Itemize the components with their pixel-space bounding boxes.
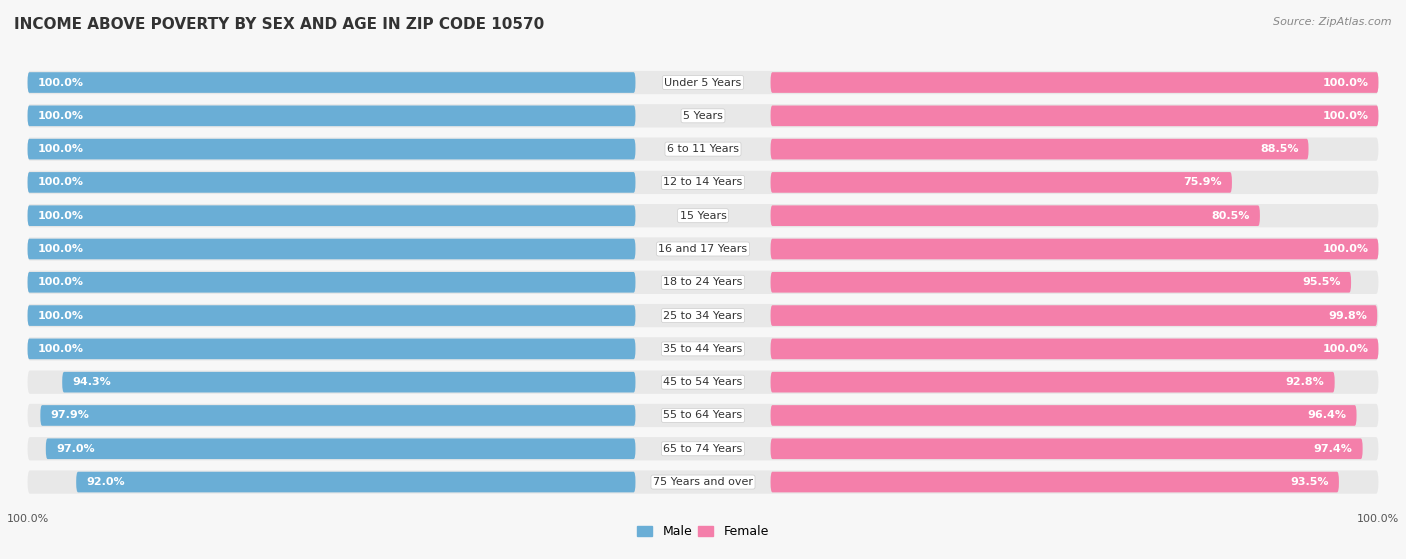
- Text: 18 to 24 Years: 18 to 24 Years: [664, 277, 742, 287]
- FancyBboxPatch shape: [770, 438, 1362, 459]
- Legend: Male, Female: Male, Female: [633, 520, 773, 543]
- FancyBboxPatch shape: [28, 71, 1378, 94]
- FancyBboxPatch shape: [28, 138, 1378, 161]
- FancyBboxPatch shape: [770, 339, 1378, 359]
- FancyBboxPatch shape: [28, 238, 1378, 260]
- Text: 100.0%: 100.0%: [38, 211, 84, 221]
- FancyBboxPatch shape: [28, 106, 636, 126]
- FancyBboxPatch shape: [28, 205, 636, 226]
- Text: 35 to 44 Years: 35 to 44 Years: [664, 344, 742, 354]
- FancyBboxPatch shape: [28, 339, 636, 359]
- Text: 100.0%: 100.0%: [38, 277, 84, 287]
- Text: 100.0%: 100.0%: [1322, 78, 1368, 88]
- Text: 55 to 64 Years: 55 to 64 Years: [664, 410, 742, 420]
- FancyBboxPatch shape: [28, 305, 636, 326]
- FancyBboxPatch shape: [28, 371, 1378, 394]
- FancyBboxPatch shape: [770, 205, 1260, 226]
- FancyBboxPatch shape: [770, 405, 1357, 426]
- Text: 100.0%: 100.0%: [38, 144, 84, 154]
- FancyBboxPatch shape: [28, 204, 1378, 228]
- Text: 92.0%: 92.0%: [86, 477, 125, 487]
- Text: 100.0%: 100.0%: [38, 111, 84, 121]
- Text: 15 Years: 15 Years: [679, 211, 727, 221]
- Text: 92.8%: 92.8%: [1285, 377, 1324, 387]
- Text: 97.9%: 97.9%: [51, 410, 90, 420]
- Text: 6 to 11 Years: 6 to 11 Years: [666, 144, 740, 154]
- FancyBboxPatch shape: [28, 104, 1378, 127]
- Text: 96.4%: 96.4%: [1308, 410, 1347, 420]
- FancyBboxPatch shape: [28, 437, 1378, 461]
- FancyBboxPatch shape: [28, 337, 1378, 361]
- Text: 100.0%: 100.0%: [1322, 244, 1368, 254]
- Text: 5 Years: 5 Years: [683, 111, 723, 121]
- Text: Source: ZipAtlas.com: Source: ZipAtlas.com: [1274, 17, 1392, 27]
- FancyBboxPatch shape: [770, 239, 1378, 259]
- Text: 97.0%: 97.0%: [56, 444, 94, 454]
- FancyBboxPatch shape: [46, 438, 636, 459]
- Text: 100.0%: 100.0%: [1322, 111, 1368, 121]
- FancyBboxPatch shape: [770, 372, 1334, 392]
- FancyBboxPatch shape: [28, 172, 636, 193]
- FancyBboxPatch shape: [28, 404, 1378, 427]
- Text: 93.5%: 93.5%: [1291, 477, 1329, 487]
- Text: 80.5%: 80.5%: [1212, 211, 1250, 221]
- Text: 75.9%: 75.9%: [1184, 177, 1222, 187]
- FancyBboxPatch shape: [76, 472, 636, 492]
- Text: 100.0%: 100.0%: [38, 344, 84, 354]
- Text: 95.5%: 95.5%: [1302, 277, 1341, 287]
- FancyBboxPatch shape: [770, 72, 1378, 93]
- Text: 65 to 74 Years: 65 to 74 Years: [664, 444, 742, 454]
- Text: 97.4%: 97.4%: [1313, 444, 1353, 454]
- Text: 88.5%: 88.5%: [1260, 144, 1298, 154]
- Text: 100.0%: 100.0%: [38, 311, 84, 321]
- FancyBboxPatch shape: [28, 170, 1378, 194]
- Text: 25 to 34 Years: 25 to 34 Years: [664, 311, 742, 321]
- Text: 12 to 14 Years: 12 to 14 Years: [664, 177, 742, 187]
- FancyBboxPatch shape: [770, 172, 1232, 193]
- Text: 99.8%: 99.8%: [1329, 311, 1367, 321]
- FancyBboxPatch shape: [28, 471, 1378, 494]
- FancyBboxPatch shape: [770, 472, 1339, 492]
- FancyBboxPatch shape: [28, 271, 1378, 294]
- Text: Under 5 Years: Under 5 Years: [665, 78, 741, 88]
- FancyBboxPatch shape: [770, 139, 1309, 159]
- FancyBboxPatch shape: [770, 305, 1378, 326]
- Text: 100.0%: 100.0%: [38, 78, 84, 88]
- FancyBboxPatch shape: [28, 139, 636, 159]
- FancyBboxPatch shape: [28, 72, 636, 93]
- Text: 45 to 54 Years: 45 to 54 Years: [664, 377, 742, 387]
- FancyBboxPatch shape: [770, 106, 1378, 126]
- Text: 100.0%: 100.0%: [38, 177, 84, 187]
- FancyBboxPatch shape: [28, 239, 636, 259]
- FancyBboxPatch shape: [28, 304, 1378, 327]
- Text: 75 Years and over: 75 Years and over: [652, 477, 754, 487]
- Text: 100.0%: 100.0%: [1322, 344, 1368, 354]
- Text: 100.0%: 100.0%: [38, 244, 84, 254]
- FancyBboxPatch shape: [41, 405, 636, 426]
- Text: INCOME ABOVE POVERTY BY SEX AND AGE IN ZIP CODE 10570: INCOME ABOVE POVERTY BY SEX AND AGE IN Z…: [14, 17, 544, 32]
- FancyBboxPatch shape: [28, 272, 636, 292]
- FancyBboxPatch shape: [62, 372, 636, 392]
- FancyBboxPatch shape: [770, 272, 1351, 292]
- Text: 94.3%: 94.3%: [72, 377, 111, 387]
- Text: 16 and 17 Years: 16 and 17 Years: [658, 244, 748, 254]
